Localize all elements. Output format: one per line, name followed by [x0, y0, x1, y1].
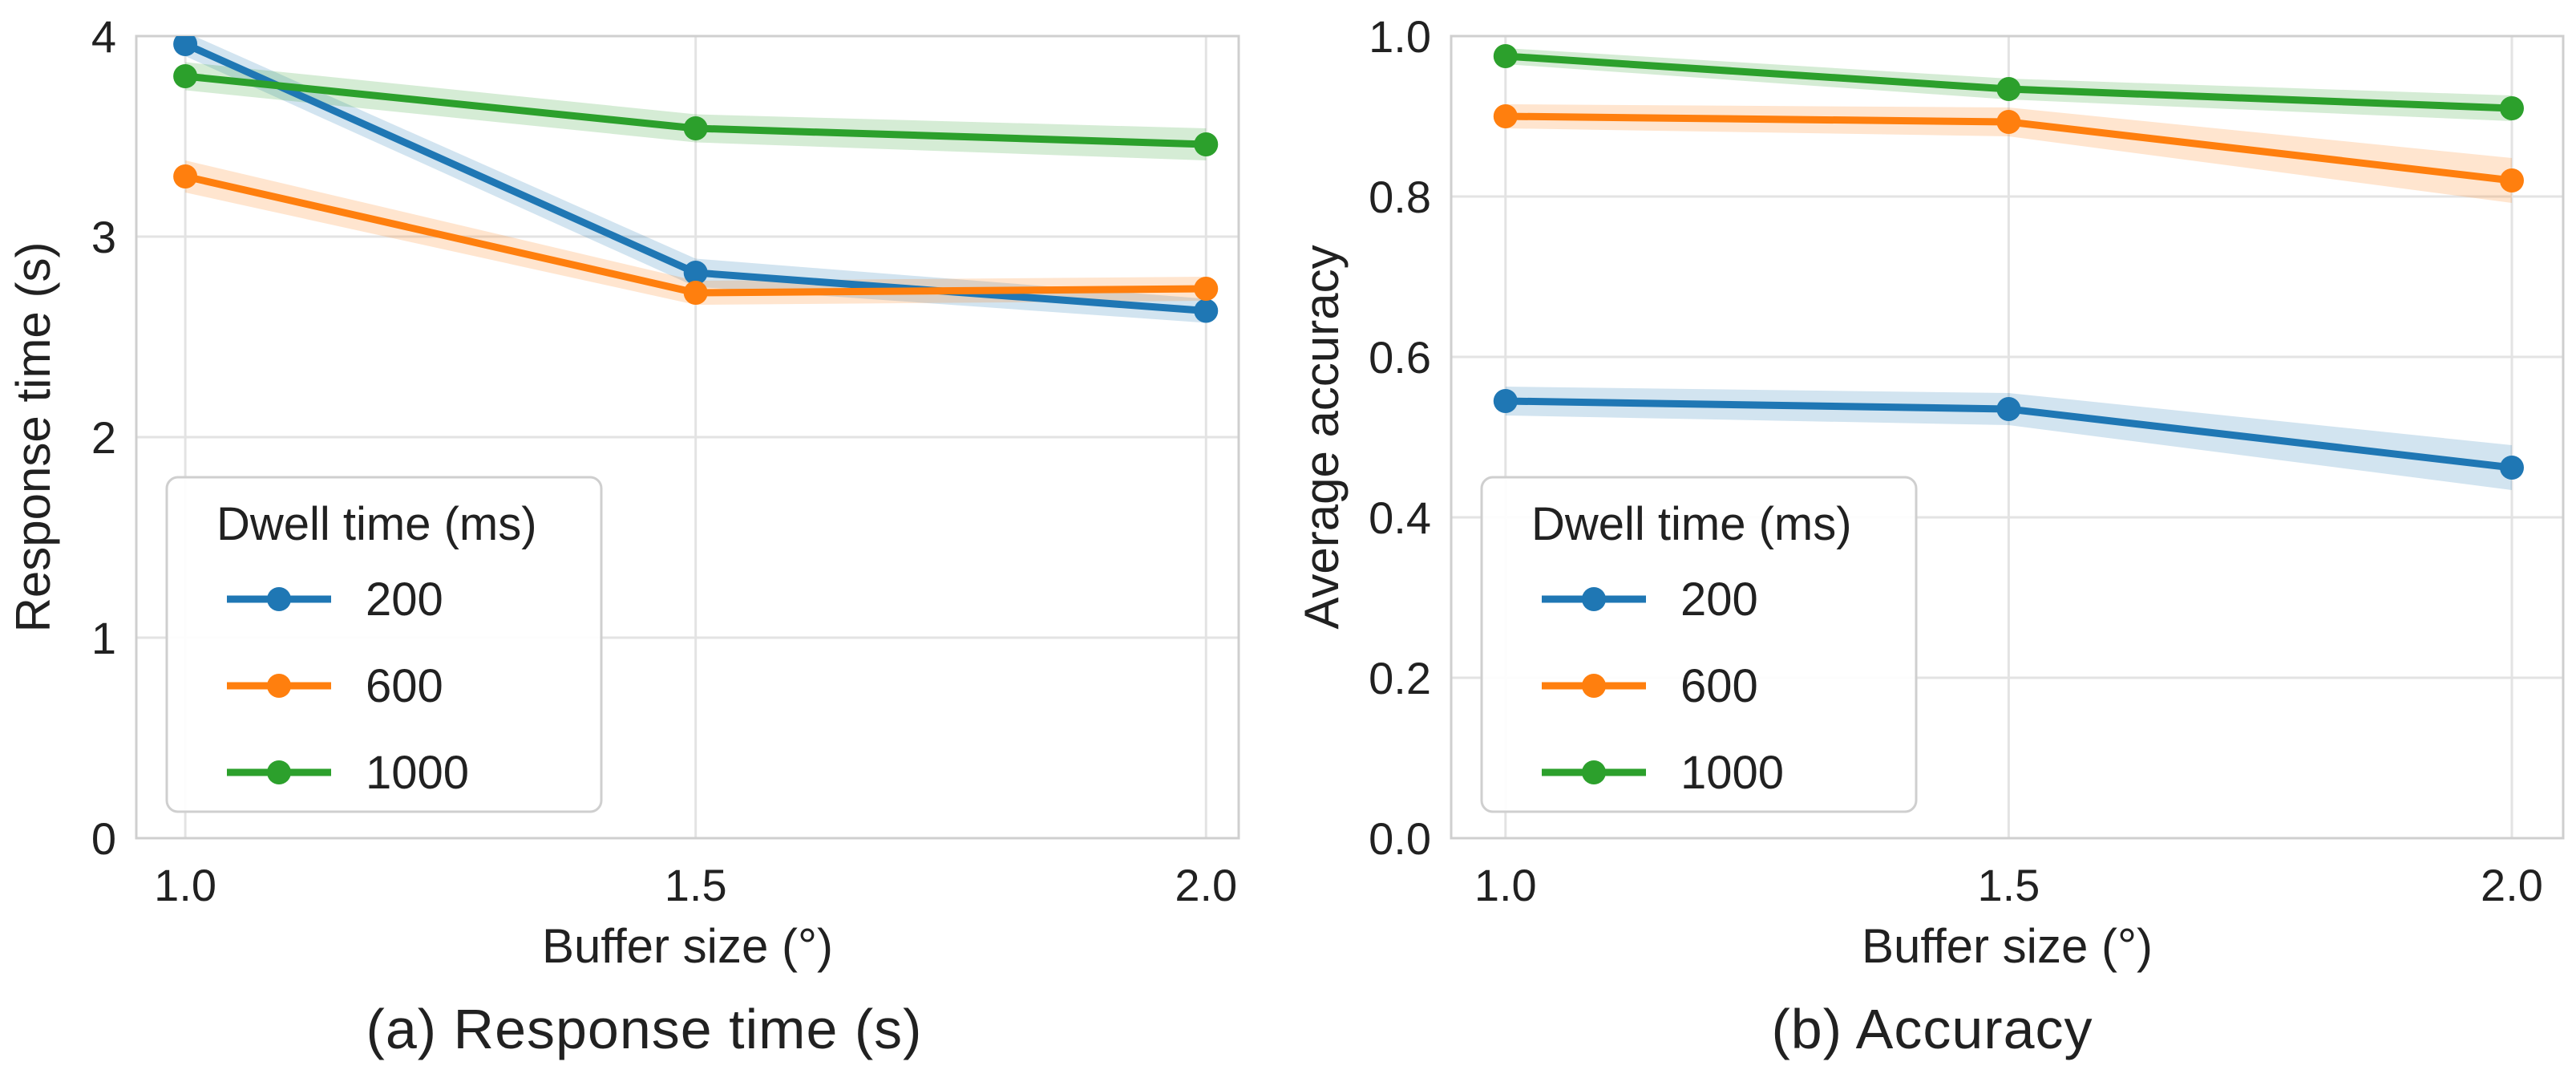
data-point-1000 [173, 64, 198, 88]
y-axis-label: Response time (s) [6, 242, 60, 633]
legend-marker-dot-1000 [267, 760, 291, 784]
x-tick-label: 2.0 [1175, 860, 1237, 910]
legend-item-200: 200 [227, 573, 443, 626]
legend-label-200: 200 [1680, 573, 1758, 626]
data-point-200 [1493, 389, 1518, 413]
legend-marker-dot-200 [267, 587, 291, 611]
legend: Dwell time (ms) 200 600 1000 [1480, 476, 1918, 813]
legend-title: Dwell time (ms) [216, 498, 537, 550]
legend-label-1000: 1000 [1680, 747, 1784, 799]
y-tick-label: 1 [91, 613, 116, 663]
data-point-1000 [2499, 96, 2524, 120]
caption-panel-a: (a) Response time (s) [366, 998, 923, 1060]
y-tick-label: 0.8 [1369, 172, 1431, 222]
x-tick-label: 1.5 [665, 860, 727, 910]
legend-title: Dwell time (ms) [1531, 498, 1852, 550]
data-point-200 [1194, 298, 1219, 323]
y-tick-label: 0.0 [1369, 813, 1431, 864]
legend-item-600: 600 [227, 660, 443, 712]
legend-box [165, 476, 603, 813]
data-point-1000 [683, 116, 708, 140]
y-tick-label: 2 [91, 412, 116, 463]
legend-item-1000: 1000 [1542, 747, 1784, 799]
data-point-200 [683, 261, 708, 285]
x-axis-label: Buffer size (°) [542, 919, 833, 973]
panel-a-response-time: 1.0 1.5 2.0 0 1 2 3 4 Buffer size (°) Response ti… [6, 11, 1240, 1060]
data-point-1000 [1194, 132, 1219, 156]
legend-marker-dot-600 [1582, 674, 1606, 698]
data-point-200 [173, 36, 198, 56]
legend-label-600: 600 [366, 660, 443, 712]
legend-label-1000: 1000 [366, 747, 469, 799]
legend-box [1480, 476, 1918, 813]
legend-label-600: 600 [1680, 660, 1758, 712]
confidence-band-600 [1505, 104, 2512, 203]
y-tick-label: 3 [91, 212, 116, 262]
legend-label-200: 200 [366, 573, 443, 626]
legend-marker-dot-1000 [1582, 760, 1606, 784]
x-tick-label: 1.5 [1977, 860, 2040, 910]
response-time-chart: 1.0 1.5 2.0 0 1 2 3 4 Buffer size (°) Response ti… [6, 11, 1240, 973]
x-tick-label: 2.0 [2481, 860, 2543, 910]
y-tick-label: 0.6 [1369, 332, 1431, 383]
legend: Dwell time (ms) 200 600 1000 [165, 476, 603, 813]
x-tick-label: 1.0 [154, 860, 216, 910]
y-axis-label: Average accuracy [1295, 245, 1349, 629]
data-point-600 [2499, 168, 2524, 192]
y-tick-label: 0.4 [1369, 492, 1431, 543]
panel-b-accuracy: 1.0 1.5 2.0 0.0 0.2 0.4 0.6 0.8 1.0 Buffer size (… [1288, 0, 2576, 1082]
y-tick-label: 0 [91, 813, 116, 864]
data-point-200 [1996, 397, 2021, 421]
data-point-200 [2499, 456, 2524, 480]
data-point-600 [173, 164, 198, 188]
y-tick-label: 4 [91, 11, 116, 62]
data-point-1000 [1493, 44, 1518, 68]
caption-panel-b: (b) Accuracy [1771, 998, 2093, 1060]
x-axis-label: Buffer size (°) [1862, 919, 2153, 973]
data-point-600 [1996, 110, 2021, 134]
plot-border [1450, 34, 2565, 840]
legend-marker-dot-600 [267, 674, 291, 698]
x-tick-label: 1.0 [1474, 860, 1537, 910]
accuracy-chart: 1.0 1.5 2.0 0.0 0.2 0.4 0.6 0.8 1.0 Buffer size (… [1295, 11, 2565, 973]
data-point-1000 [1996, 77, 2021, 101]
legend-item-600: 600 [1542, 660, 1758, 712]
legend-item-200: 200 [1542, 573, 1758, 626]
confidence-band-200 [1505, 387, 2512, 490]
data-point-600 [1194, 277, 1219, 301]
y-tick-label: 0.2 [1369, 653, 1431, 703]
data-point-600 [1493, 104, 1518, 128]
y-tick-label: 1.0 [1369, 11, 1431, 62]
legend-marker-dot-200 [1582, 587, 1606, 611]
data-point-600 [683, 281, 708, 305]
plot-border [135, 34, 1240, 840]
legend-item-1000: 1000 [227, 747, 469, 799]
